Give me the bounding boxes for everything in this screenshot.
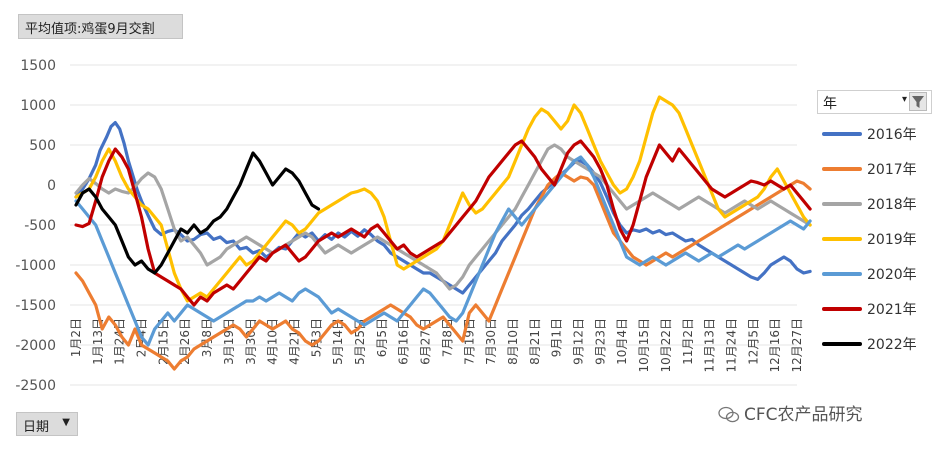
x-tick-label: 7月30日 xyxy=(484,318,498,365)
watermark-text: CFC农产品研究 xyxy=(744,405,863,425)
x-tick-label: 11月2日 xyxy=(681,318,695,365)
legend-swatch xyxy=(822,237,862,241)
legend-label: 2018年 xyxy=(867,197,917,213)
series-line xyxy=(74,151,321,275)
x-tick-label: 12月27日 xyxy=(790,318,804,373)
watermark: CFC农产品研究 xyxy=(718,400,863,425)
legend-label: 2019年 xyxy=(867,232,917,248)
x-tick-label: 9月12日 xyxy=(572,318,586,365)
legend-swatch xyxy=(822,272,862,276)
legend-label: 2020年 xyxy=(867,267,917,283)
legend-label: 2022年 xyxy=(867,337,917,353)
x-tick-label: 6月5日 xyxy=(375,318,389,357)
x-tick-label: 9月1日 xyxy=(550,318,564,357)
legend-header-label: 年 xyxy=(823,96,837,112)
x-tick-label: 12月5日 xyxy=(746,318,760,365)
x-tick-label: 1月2日 xyxy=(69,318,83,357)
x-tick-label: 12月16日 xyxy=(768,318,782,373)
x-tick-label: 4月10日 xyxy=(266,318,280,365)
legend-swatch xyxy=(822,342,862,346)
legend-label: 2016年 xyxy=(867,127,917,143)
x-tick-label: 11月24日 xyxy=(724,318,738,373)
legend-label: 2021年 xyxy=(867,302,917,318)
series-line xyxy=(74,120,812,295)
x-tick-label: 6月16日 xyxy=(397,318,411,365)
series-lines xyxy=(74,95,812,371)
x-tick-label: 8月21日 xyxy=(528,318,542,365)
series-line xyxy=(74,139,812,307)
series-line xyxy=(74,143,812,291)
wechat-icon xyxy=(718,406,740,424)
y-tick-label: 1000 xyxy=(20,98,56,114)
x-tick-label: 10月4日 xyxy=(615,318,629,365)
legend-swatch xyxy=(822,132,862,136)
legend-year-filter[interactable]: 年 ▾ xyxy=(817,90,932,114)
series-line xyxy=(74,155,812,347)
legend-swatch xyxy=(822,167,862,171)
y-axis-ticks: 1500 1000 500 0 -500 -1000 -1500 -2000 -2500 xyxy=(15,58,56,394)
x-tick-label: 10月22日 xyxy=(659,318,673,373)
x-tick-label: 9月23日 xyxy=(593,318,607,365)
legend-label: 2017年 xyxy=(867,162,917,178)
x-tick-label: 11月13日 xyxy=(703,318,717,373)
y-tick-label: 0 xyxy=(47,178,56,194)
y-tick-label: -1500 xyxy=(15,298,56,314)
x-tick-label: 2月15日 xyxy=(156,318,170,365)
x-tick-label: 7月19日 xyxy=(462,318,476,365)
gridlines xyxy=(70,64,797,386)
x-tick-label: 10月15日 xyxy=(637,318,651,373)
filter-icon[interactable] xyxy=(909,92,927,111)
x-tick-label: 5月14日 xyxy=(331,318,345,365)
series-line xyxy=(74,171,812,371)
sort-dropdown-icon[interactable]: ▾ xyxy=(901,94,907,105)
x-tick-label: 3月8日 xyxy=(200,318,214,357)
date-field-label: 日期 xyxy=(23,420,50,435)
y-tick-label: -500 xyxy=(24,218,56,234)
y-tick-label: -2000 xyxy=(15,338,56,354)
x-tick-label: 8月10日 xyxy=(506,318,520,365)
y-tick-label: 500 xyxy=(29,138,56,154)
y-tick-label: -2500 xyxy=(15,378,56,394)
date-axis-field-button[interactable]: 日期 ▼ xyxy=(16,412,78,436)
x-tick-label: 5月3日 xyxy=(309,318,323,357)
values-field-button[interactable]: 平均值项:鸡蛋9月交割 xyxy=(18,14,183,39)
dropdown-arrow-icon[interactable]: ▼ xyxy=(62,417,70,428)
y-tick-label: 1500 xyxy=(20,58,56,74)
legend-swatch xyxy=(822,307,862,311)
y-tick-label: -1000 xyxy=(15,258,56,274)
legend-swatch xyxy=(822,202,862,206)
